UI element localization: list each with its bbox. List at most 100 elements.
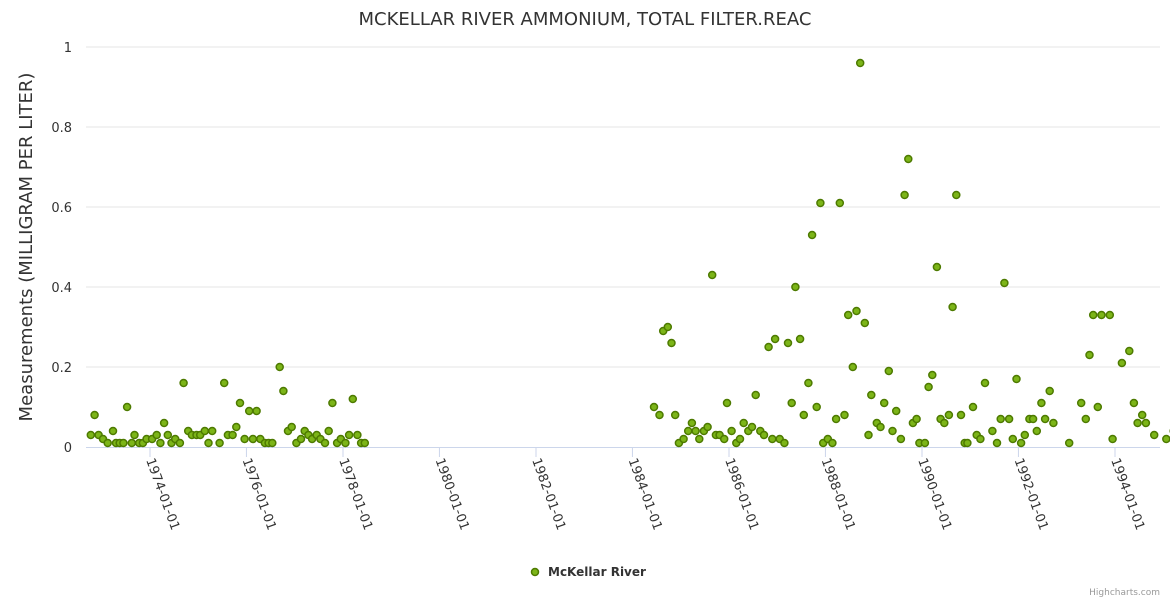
data-point[interactable] (1149, 430, 1159, 440)
data-point[interactable] (956, 410, 966, 420)
data-point[interactable] (739, 418, 748, 428)
data-point[interactable] (341, 438, 350, 448)
data-point[interactable] (649, 402, 659, 412)
data-point[interactable] (103, 438, 112, 448)
data-point[interactable] (727, 426, 736, 436)
data-point[interactable] (812, 402, 821, 412)
legend-marker[interactable] (530, 567, 540, 577)
data-point[interactable] (707, 270, 717, 280)
series-mckellar-river[interactable] (86, 58, 1170, 448)
data-point[interactable] (948, 302, 957, 312)
data-point[interactable] (852, 306, 861, 316)
data-point[interactable] (163, 430, 173, 440)
data-point[interactable] (840, 410, 849, 420)
data-point[interactable] (90, 410, 99, 420)
data-point[interactable] (1000, 278, 1009, 288)
data-point[interactable] (207, 426, 217, 436)
data-point[interactable] (1081, 414, 1091, 424)
data-point[interactable] (353, 430, 362, 440)
data-point[interactable] (1088, 310, 1098, 320)
data-point[interactable] (1105, 310, 1115, 320)
data-point[interactable] (328, 398, 337, 408)
data-point[interactable] (924, 382, 933, 392)
data-point[interactable] (152, 430, 161, 440)
data-point[interactable] (1032, 426, 1042, 436)
data-point[interactable] (1076, 398, 1086, 408)
data-point[interactable] (764, 342, 773, 352)
data-point[interactable] (127, 438, 137, 448)
data-point[interactable] (360, 438, 370, 448)
data-point[interactable] (691, 426, 700, 436)
data-point[interactable] (320, 438, 330, 448)
data-point[interactable] (108, 426, 118, 436)
data-point[interactable] (843, 310, 853, 320)
data-point[interactable] (1037, 398, 1046, 408)
data-point[interactable] (244, 406, 254, 416)
data-point[interactable] (876, 422, 885, 432)
data-point[interactable] (791, 282, 800, 292)
data-point[interactable] (944, 410, 954, 420)
data-point[interactable] (179, 378, 188, 388)
data-point[interactable] (780, 438, 789, 448)
data-point[interactable] (215, 438, 224, 448)
data-point[interactable] (912, 414, 921, 424)
data-point[interactable] (240, 434, 249, 444)
data-point[interactable] (968, 402, 978, 412)
data-point[interactable] (751, 390, 760, 400)
data-point[interactable] (804, 378, 813, 388)
data-point[interactable] (279, 386, 288, 396)
data-point[interactable] (996, 414, 1005, 424)
data-point[interactable] (175, 438, 185, 448)
data-point[interactable] (287, 422, 296, 432)
data-point[interactable] (768, 434, 777, 444)
data-point[interactable] (228, 430, 237, 440)
data-point[interactable] (1093, 402, 1103, 412)
data-point[interactable] (747, 422, 757, 432)
data-point[interactable] (904, 154, 913, 164)
data-point[interactable] (655, 410, 664, 420)
data-point[interactable] (695, 434, 704, 444)
data-point[interactable] (679, 434, 688, 444)
data-point[interactable] (867, 390, 876, 400)
data-point[interactable] (719, 434, 729, 444)
data-point[interactable] (252, 406, 261, 416)
data-point[interactable] (787, 398, 796, 408)
data-point[interactable] (992, 438, 1002, 448)
data-point[interactable] (770, 334, 780, 344)
legend[interactable]: McKellar River (530, 565, 647, 579)
data-point[interactable] (1045, 386, 1054, 396)
data-point[interactable] (940, 418, 949, 428)
data-point[interactable] (831, 414, 841, 424)
data-point[interactable] (835, 198, 845, 208)
data-point[interactable] (884, 366, 894, 376)
data-point[interactable] (1016, 438, 1026, 448)
data-point[interactable] (683, 426, 693, 436)
credits-link[interactable]: Highcharts.com (1089, 588, 1160, 598)
data-point[interactable] (156, 438, 165, 448)
data-point[interactable] (1004, 414, 1014, 424)
data-point[interactable] (920, 438, 930, 448)
data-point[interactable] (1125, 346, 1134, 356)
data-point[interactable] (667, 338, 676, 348)
data-point[interactable] (980, 378, 990, 388)
data-point[interactable] (1020, 430, 1030, 440)
data-point[interactable] (1049, 418, 1058, 428)
data-point[interactable] (963, 438, 972, 448)
data-point[interactable] (1108, 434, 1117, 444)
data-point[interactable] (159, 418, 169, 428)
data-point[interactable] (896, 434, 906, 444)
data-point[interactable] (1040, 414, 1050, 424)
data-point[interactable] (1129, 398, 1139, 408)
data-point[interactable] (783, 338, 793, 348)
data-point[interactable] (988, 426, 997, 436)
data-point[interactable] (864, 430, 873, 440)
data-point[interactable] (663, 322, 673, 332)
data-point[interactable] (119, 438, 128, 448)
data-point[interactable] (795, 334, 805, 344)
data-point[interactable] (976, 434, 985, 444)
data-point[interactable] (248, 434, 258, 444)
data-point[interactable] (1162, 434, 1170, 444)
data-point[interactable] (1137, 410, 1147, 420)
data-point[interactable] (235, 398, 245, 408)
data-point[interactable] (860, 318, 870, 328)
